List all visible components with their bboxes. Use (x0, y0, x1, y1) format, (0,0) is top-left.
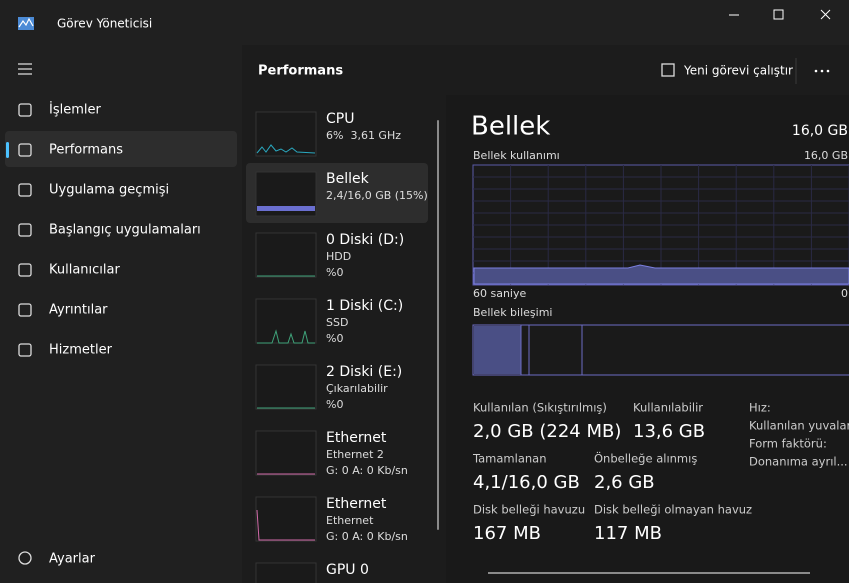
nav-item[interactable]: Uygulama geçmişi (49, 183, 169, 198)
stat-label: Kullanılan (Sıkıştırılmış) (473, 401, 607, 415)
stat-label: Tamamlanan (472, 452, 547, 466)
stat-value: 4,1/16,0 GB (473, 472, 580, 493)
stat-label: Önbelleğe alınmış (594, 450, 697, 466)
device-thumb[interactable] (255, 430, 317, 476)
device-info: G: 0 A: 0 Kb/sn (326, 464, 408, 477)
thumb-fill (257, 206, 315, 211)
maximize[interactable] (773, 9, 784, 20)
device-info: 2,4/16,0 GB (15%) (326, 189, 428, 202)
device-thumb[interactable] (255, 364, 317, 410)
thumb-line (257, 329, 315, 344)
device-info: 6% 3,61 GHz (326, 129, 401, 142)
device-info: HDD (326, 250, 351, 263)
nav-settings[interactable]: Ayarlar (49, 552, 96, 567)
device-name[interactable]: GPU 0 (326, 562, 369, 578)
settings-icon[interactable] (18, 551, 32, 565)
nav-item[interactable]: Başlangıç uygulamaları (49, 223, 201, 238)
spec-label: Kullanılan yuvalar: (749, 419, 849, 433)
stat-label: Disk belleği olmayan havuz (594, 503, 752, 517)
new-task-icon[interactable] (661, 63, 675, 77)
nav-icon[interactable] (18, 143, 32, 157)
thumb-line (256, 509, 315, 541)
device-thumb[interactable] (255, 111, 317, 157)
app-icon-line (18, 17, 34, 28)
nav-icon[interactable] (18, 303, 32, 317)
nav-icon[interactable] (18, 183, 32, 197)
device-name[interactable]: Bellek (326, 171, 370, 187)
window-title: Görev Yöneticisi (57, 17, 152, 31)
device-info: Ethernet 2 (326, 448, 384, 461)
detail-total: 16,0 GB (792, 123, 848, 139)
device-info: %0 (326, 332, 343, 345)
nav-item[interactable]: Performans (49, 143, 123, 158)
nav-item[interactable]: İşlemler (49, 102, 101, 118)
spec-label: Hız: (749, 401, 771, 415)
device-info: %0 (326, 266, 343, 279)
nav-icon[interactable] (18, 223, 32, 237)
nav-icon[interactable] (18, 263, 32, 277)
stat-value: 167 MB (473, 523, 541, 544)
nav-item[interactable]: Hizmetler (49, 343, 113, 358)
h-scrollbar[interactable] (488, 572, 810, 574)
nav-accent (6, 142, 9, 158)
usage-max: 16,0 GB (804, 149, 848, 162)
spec-label: Donanıma ayrıl... (749, 455, 848, 469)
new-task-button[interactable]: Yeni görevi çalıştır (683, 64, 793, 78)
device-thumb[interactable] (255, 298, 317, 344)
nav-selected-bg (5, 131, 237, 167)
more-button[interactable] (814, 69, 830, 73)
time-left: 60 saniye (473, 287, 527, 300)
device-info: Çıkarılabilir (326, 382, 388, 395)
device-thumb[interactable] (255, 496, 317, 542)
device-name[interactable]: 0 Diski (D:) (326, 232, 404, 248)
device-info: Ethernet (326, 514, 374, 527)
usage-label: Bellek kullanımı (473, 149, 560, 162)
device-thumb[interactable] (255, 562, 317, 583)
nav-icon[interactable] (18, 343, 32, 357)
device-name[interactable]: Ethernet (326, 430, 387, 446)
stat-label: Disk belleği havuzu (473, 503, 585, 517)
scrollbar[interactable] (437, 120, 439, 530)
usage-graph (472, 164, 849, 286)
device-info: G: 0 A: 0 Kb/sn (326, 530, 408, 543)
device-name[interactable]: 1 Diski (C:) (326, 298, 403, 314)
stat-value: 13,6 GB (633, 421, 705, 442)
stat-value: 2,6 GB (594, 472, 655, 493)
menu-button[interactable] (18, 63, 32, 75)
device-info: %0 (326, 398, 343, 411)
stat-value: 2,0 GB (224 MB) (473, 421, 621, 442)
device-name[interactable]: CPU (326, 111, 354, 127)
spec-label: Form faktörü: (749, 437, 827, 451)
detail-title: Bellek (471, 112, 550, 142)
device-thumb[interactable] (255, 232, 317, 278)
device-name[interactable]: Ethernet (326, 496, 387, 512)
composition-label: Bellek bileşimi (473, 306, 552, 319)
stat-label: Kullanılabilir (633, 401, 703, 415)
close[interactable] (820, 9, 831, 20)
nav-item[interactable]: Kullanıcılar (49, 263, 120, 278)
composition-bar (472, 324, 849, 376)
header-bg (242, 45, 849, 95)
nav-icon[interactable] (18, 103, 32, 117)
stat-value: 117 MB (594, 523, 662, 544)
nav-item[interactable]: Ayrıntılar (49, 303, 108, 318)
device-name[interactable]: 2 Diski (E:) (326, 364, 402, 380)
thumb-line (256, 144, 316, 154)
page-title: Performans (258, 64, 343, 79)
time-right: 0 (841, 287, 848, 300)
device-info: SSD (326, 316, 348, 329)
usage-area (473, 264, 849, 285)
